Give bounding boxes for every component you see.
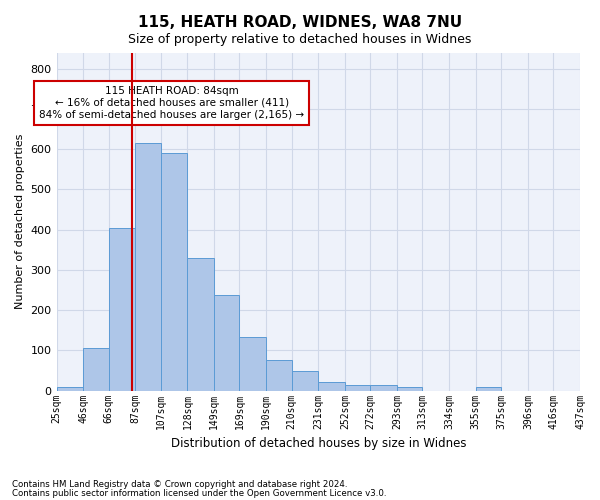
Bar	[397, 388, 422, 390]
Text: 115 HEATH ROAD: 84sqm
← 16% of detached houses are smaller (411)
84% of semi-det: 115 HEATH ROAD: 84sqm ← 16% of detached …	[39, 86, 304, 120]
Bar	[370, 384, 397, 390]
Bar	[318, 382, 345, 390]
Text: Contains public sector information licensed under the Open Government Licence v3: Contains public sector information licen…	[12, 489, 386, 498]
Bar	[136, 143, 161, 390]
Bar	[292, 370, 318, 390]
Bar	[345, 384, 370, 390]
Bar	[214, 295, 239, 390]
Text: 115, HEATH ROAD, WIDNES, WA8 7NU: 115, HEATH ROAD, WIDNES, WA8 7NU	[138, 15, 462, 30]
Bar	[476, 388, 501, 390]
Bar	[161, 152, 187, 390]
Bar	[56, 388, 83, 390]
X-axis label: Distribution of detached houses by size in Widnes: Distribution of detached houses by size …	[170, 437, 466, 450]
Text: Contains HM Land Registry data © Crown copyright and database right 2024.: Contains HM Land Registry data © Crown c…	[12, 480, 347, 489]
Bar	[83, 348, 109, 391]
Text: Size of property relative to detached houses in Widnes: Size of property relative to detached ho…	[128, 32, 472, 46]
Bar	[187, 258, 214, 390]
Bar	[266, 360, 292, 390]
Bar	[239, 337, 266, 390]
Y-axis label: Number of detached properties: Number of detached properties	[15, 134, 25, 310]
Bar	[109, 228, 136, 390]
